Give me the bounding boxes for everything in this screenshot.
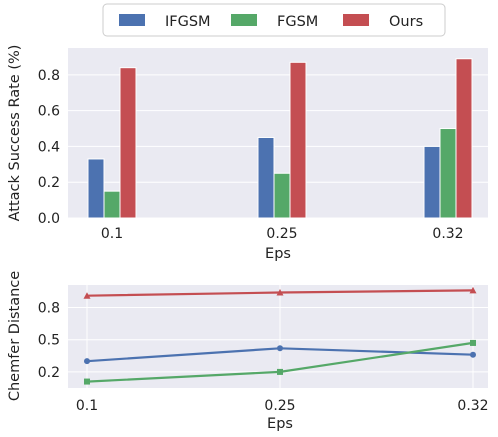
marker-fgsm-0.32 bbox=[470, 339, 476, 346]
legend-swatch-ifgsm bbox=[119, 14, 145, 26]
marker-ifgsm-0.25 bbox=[277, 345, 283, 352]
line-x-tick-label: 0.1 bbox=[76, 398, 98, 414]
bar-chart: 0.0 0.2 0.4 0.6 0.8 0.1 0.25 0.32 Eps Attack S… bbox=[7, 45, 488, 262]
bar-y-tick-label: 0.8 bbox=[38, 68, 60, 84]
bar-y-tick-label: 0.0 bbox=[38, 211, 60, 227]
line-y-axis-label: Chemfer Distance bbox=[7, 271, 23, 401]
bar-ours-0.32 bbox=[455, 58, 473, 219]
line-x-tick-label: 0.32 bbox=[457, 398, 488, 414]
bar-y-tick-label: 0.4 bbox=[38, 139, 60, 155]
line-chart: 0.2 0.5 0.8 0.1 0.25 0.32 Eps Chemfer Distan… bbox=[7, 271, 489, 432]
marker-ours-0.1 bbox=[83, 292, 91, 299]
line-y-tick-label: 0.5 bbox=[38, 333, 60, 349]
legend-label-ours: Ours bbox=[389, 14, 423, 30]
bar-ours-0.1 bbox=[119, 67, 137, 219]
legend-label-fgsm: FGSM bbox=[277, 14, 318, 30]
bar-y-tick-label: 0.2 bbox=[38, 175, 60, 191]
line-y-tick-label: 0.2 bbox=[38, 365, 60, 381]
marker-ifgsm-0.1 bbox=[84, 358, 90, 365]
legend-swatch-fgsm bbox=[231, 14, 257, 26]
marker-fgsm-0.25 bbox=[277, 368, 283, 375]
line-x-axis-label: Eps bbox=[267, 416, 293, 432]
bar-fgsm-0.25 bbox=[273, 172, 291, 219]
bar-ifgsm-0.32 bbox=[423, 145, 441, 219]
marker-fgsm-0.1 bbox=[84, 378, 90, 385]
legend-label-ifgsm: IFGSM bbox=[165, 14, 211, 30]
bar-y-tick-label: 0.6 bbox=[38, 104, 60, 120]
line-y-tick-label: 0.8 bbox=[38, 301, 60, 317]
bar-x-tick-label: 0.25 bbox=[266, 226, 297, 242]
bar-x-tick-label: 0.1 bbox=[101, 226, 123, 242]
marker-ours-0.25 bbox=[276, 289, 284, 296]
bar-ifgsm-0.25 bbox=[257, 136, 275, 219]
bar-y-axis-label: Attack Success Rate (%) bbox=[7, 45, 23, 222]
legend-frame bbox=[102, 3, 446, 37]
legend: IFGSM FGSM Ours bbox=[102, 3, 446, 37]
bar-fgsm-0.32 bbox=[439, 128, 457, 219]
line-x-tick-label: 0.25 bbox=[264, 398, 295, 414]
legend-swatch-ours bbox=[343, 14, 369, 26]
bar-x-tick-label: 0.32 bbox=[432, 226, 463, 242]
bar-ours-0.25 bbox=[289, 61, 307, 219]
bar-fgsm-0.1 bbox=[103, 190, 121, 219]
marker-ours-0.32 bbox=[469, 286, 477, 294]
bar-x-axis-label: Eps bbox=[265, 246, 291, 262]
bar-ifgsm-0.1 bbox=[87, 158, 105, 219]
marker-ifgsm-0.32 bbox=[470, 351, 476, 358]
